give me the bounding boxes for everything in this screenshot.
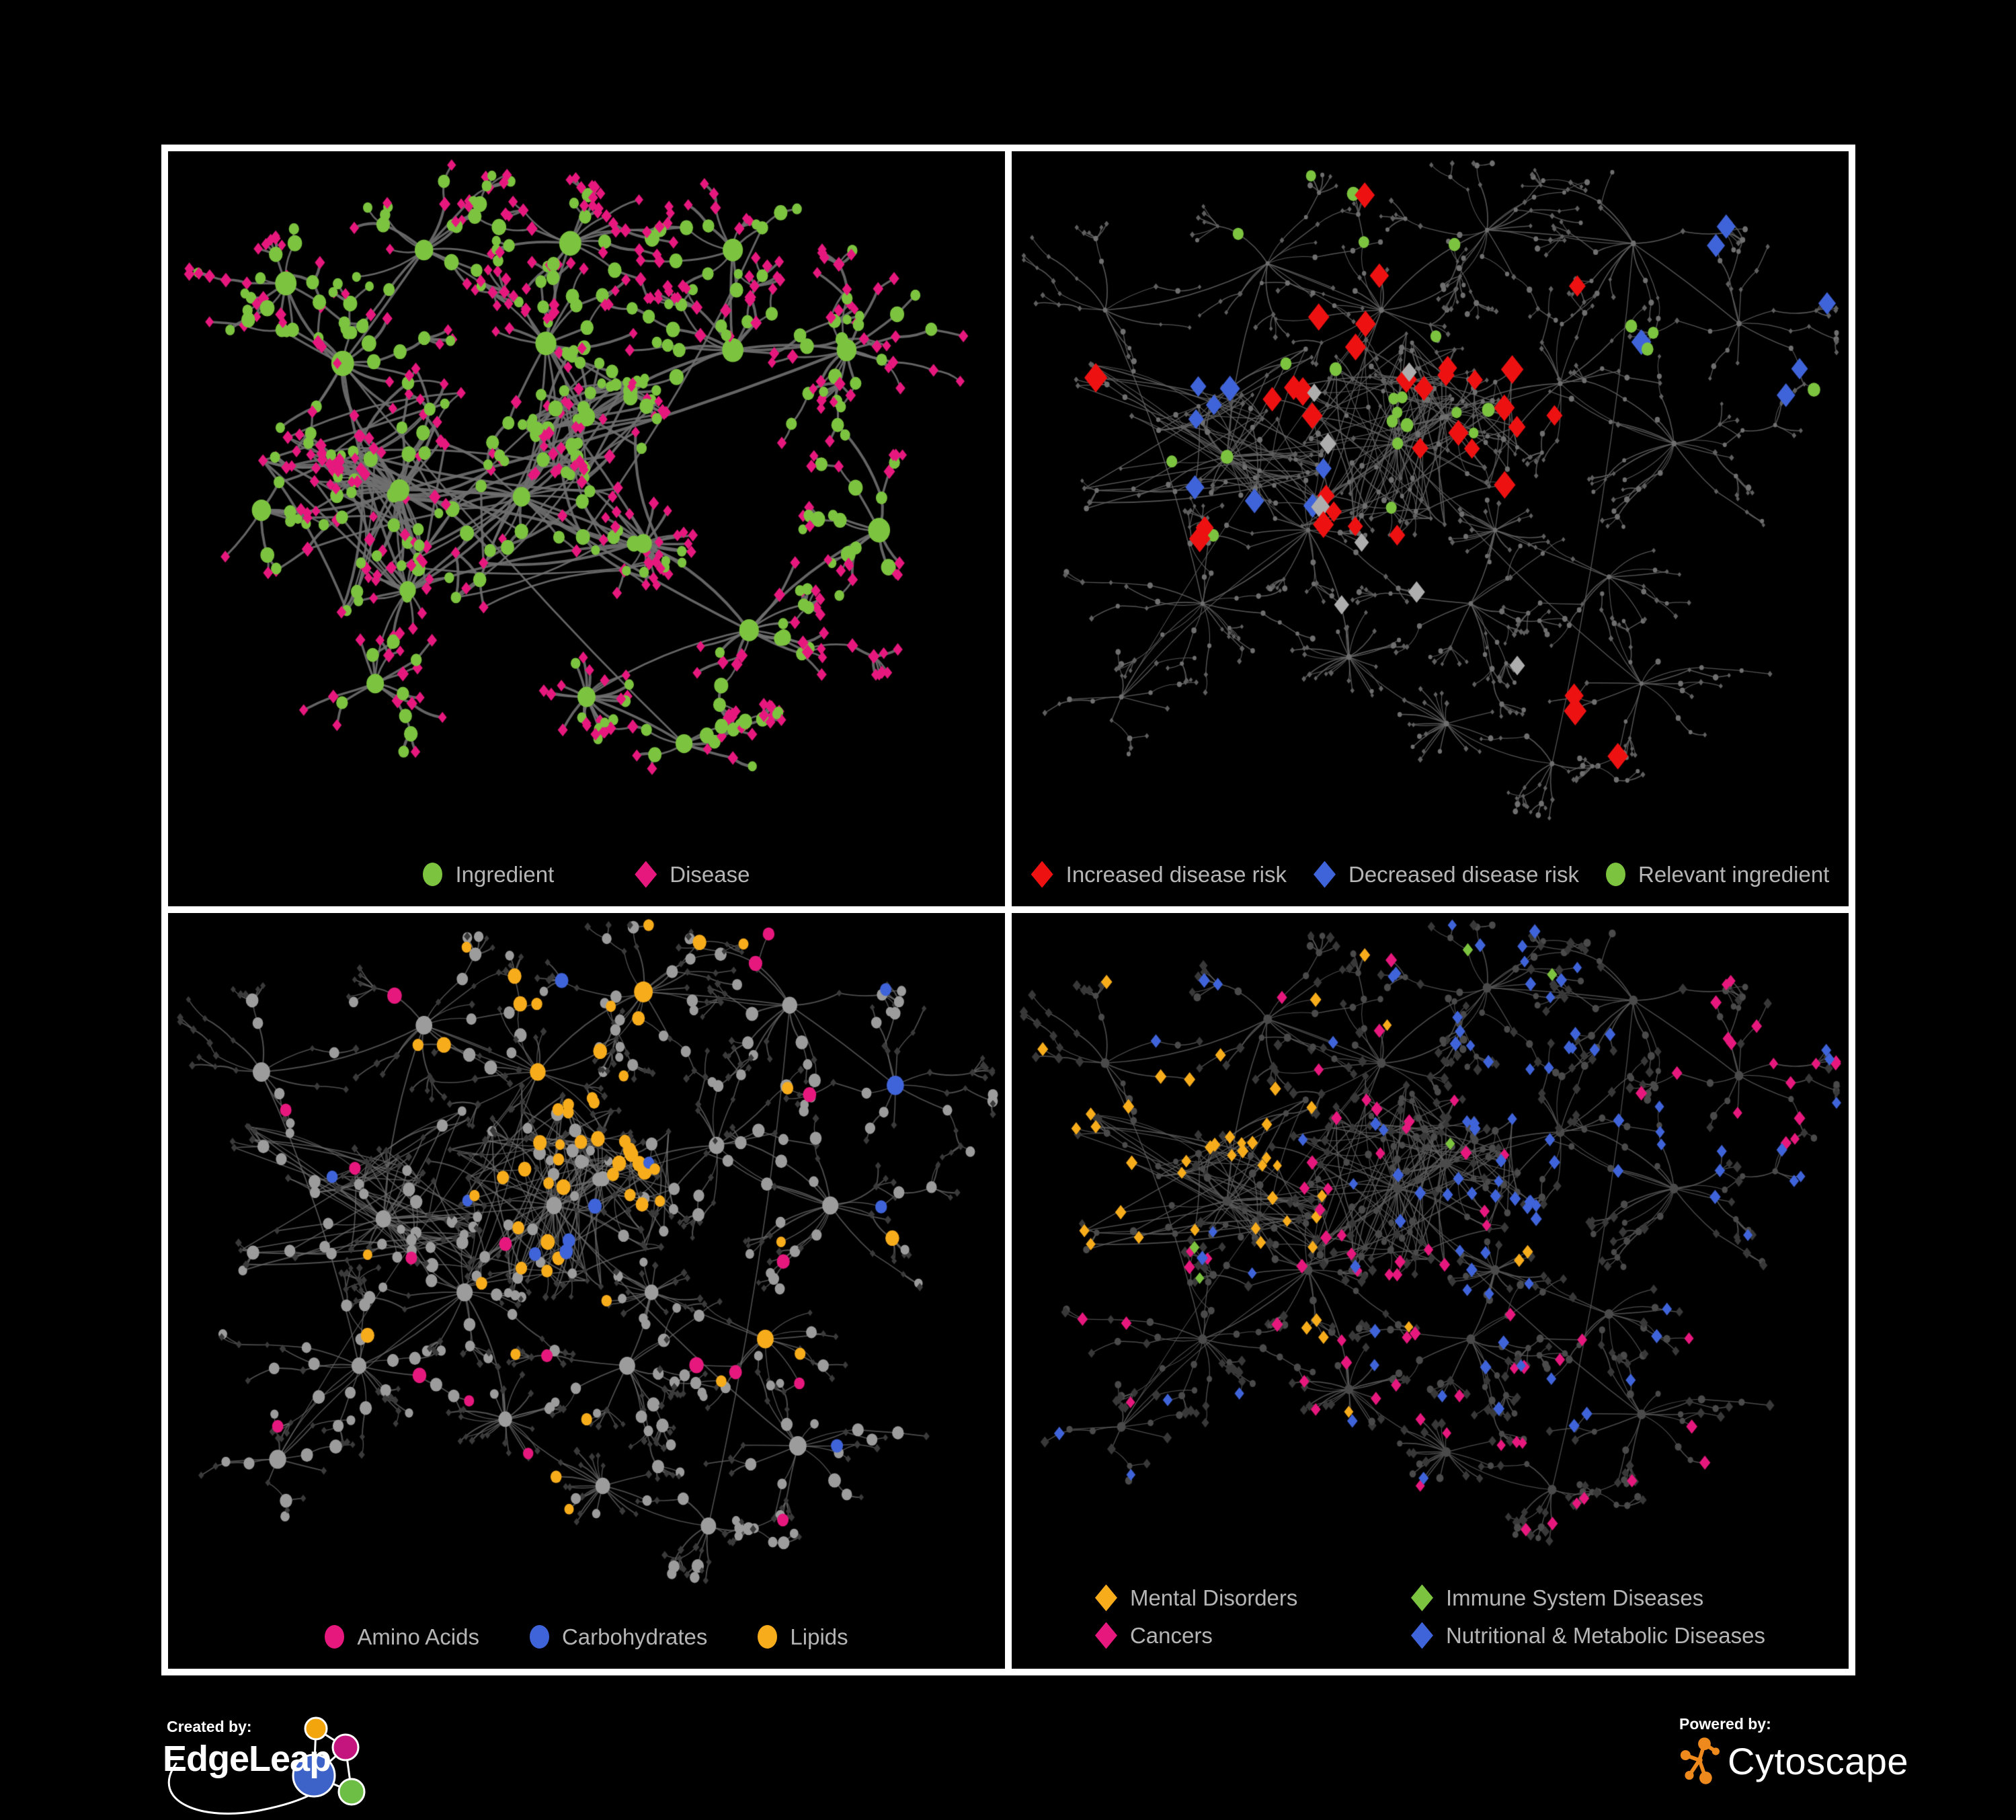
diamond-marker — [1410, 1622, 1433, 1649]
edgeleap-node-orange — [304, 1716, 328, 1741]
edgeleap-node-blue — [292, 1753, 336, 1798]
legend-item: Relevant ingredient — [1605, 861, 1830, 887]
diamond-marker — [635, 861, 657, 888]
legend-label: Relevant ingredient — [1638, 861, 1830, 887]
legend-ingredient-disease: Ingredient Disease — [168, 842, 1005, 906]
network-ingredient-disease — [168, 151, 1005, 842]
legend-item: Disease — [635, 861, 750, 888]
circle-marker — [325, 1625, 345, 1649]
legend-item: Ingredient — [423, 862, 554, 887]
created-by-label: Created by: — [167, 1718, 252, 1735]
legend-item: Nutritional & Metabolic Diseases — [1410, 1622, 1766, 1649]
legend-disease-risk: Increased disease risk Decreased disease … — [1012, 842, 1849, 906]
legend-label: Lipids — [790, 1624, 848, 1649]
edgeleap-logo — [167, 1716, 366, 1815]
legend-label: Increased disease risk — [1065, 861, 1287, 887]
diamond-marker — [1031, 861, 1053, 888]
legend-label: Nutritional & Metabolic Diseases — [1445, 1622, 1766, 1648]
diamond-marker — [1313, 861, 1336, 888]
diamond-marker — [1410, 1584, 1433, 1612]
legend-item: Lipids — [758, 1624, 848, 1650]
legend-item: Carbohydrates — [529, 1624, 708, 1650]
legend-label: Immune System Diseases — [1445, 1585, 1704, 1610]
panel-grid: Ingredient Disease Increased disease risk… — [161, 145, 1855, 1675]
diamond-marker — [1094, 1622, 1117, 1649]
panel-disease-categories: Mental Disorders Immune System Diseases Ca… — [1012, 913, 1849, 1669]
legend-label: Cancers — [1129, 1622, 1213, 1648]
edgeleap-brand: EdgeLeap — [163, 1739, 331, 1779]
legend-item: Immune System Diseases — [1410, 1584, 1765, 1612]
panel-ingredient-classes: Amino Acids Carbohydrates Lipids — [168, 913, 1005, 1669]
edgeleap-credit: Created by: EdgeLeap — [160, 1714, 403, 1820]
network-disease-categories — [1012, 913, 1849, 1565]
circle-marker — [1605, 863, 1625, 886]
powered-by-label: Powered by: — [1679, 1715, 1771, 1733]
cytoscape-logo-icon — [1680, 1737, 1720, 1784]
network-disease-risk — [1012, 151, 1849, 842]
circle-marker — [529, 1625, 549, 1649]
diamond-marker — [1094, 1584, 1117, 1612]
circle-marker — [423, 863, 443, 886]
edgeleap-node-green — [337, 1778, 366, 1806]
legend-label: Disease — [670, 861, 750, 887]
legend-label: Amino Acids — [357, 1624, 479, 1649]
legend-label: Mental Disorders — [1129, 1585, 1298, 1610]
legend-item: Increased disease risk — [1031, 861, 1287, 888]
network-ingredient-classes — [168, 913, 1005, 1605]
edgeleap-node-magenta — [331, 1733, 360, 1762]
legend-label: Decreased disease risk — [1348, 861, 1579, 887]
legend-item: Decreased disease risk — [1313, 861, 1579, 888]
cytoscape-credit: Powered by: Cytosc — [1679, 1715, 1908, 1786]
panel-disease-risk: Increased disease risk Decreased disease … — [1012, 151, 1849, 906]
legend-item: Cancers — [1094, 1622, 1411, 1649]
legend-ingredient-classes: Amino Acids Carbohydrates Lipids — [168, 1605, 1005, 1669]
cytoscape-brand: Cytoscape — [1728, 1739, 1909, 1782]
legend-item: Amino Acids — [325, 1624, 479, 1650]
legend-item: Mental Disorders — [1094, 1584, 1411, 1612]
legend-disease-categories: Mental Disorders Immune System Diseases Ca… — [1012, 1565, 1849, 1669]
legend-label: Ingredient — [455, 861, 555, 887]
circle-marker — [758, 1625, 778, 1649]
legend-label: Carbohydrates — [561, 1624, 708, 1649]
panel-ingredient-disease: Ingredient Disease — [168, 151, 1005, 906]
